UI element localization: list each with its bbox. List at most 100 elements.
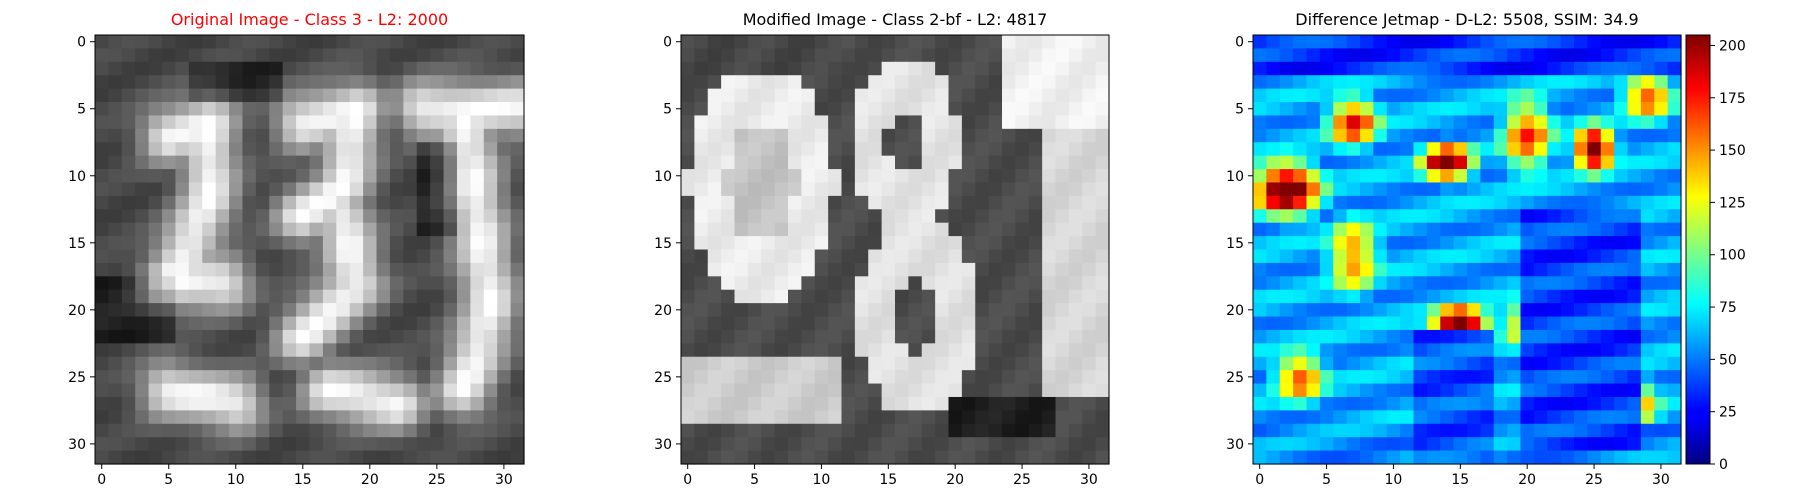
pixel-cell <box>202 236 217 251</box>
pixel-cell <box>961 450 976 465</box>
pixel-cell <box>881 48 896 63</box>
pixel-cell <box>801 356 816 371</box>
pixel-cell <box>322 102 337 117</box>
pixel-cell <box>1654 61 1669 76</box>
pixel-cell <box>1614 276 1629 291</box>
pixel-cell <box>162 236 177 251</box>
pixel-cell <box>908 437 923 452</box>
pixel-cell <box>935 102 950 117</box>
pixel-cell <box>761 195 776 210</box>
pixel-cell <box>788 356 802 371</box>
pixel-cell <box>1306 128 1321 143</box>
pixel-cell <box>1600 61 1615 76</box>
pixel-cell <box>1520 329 1535 344</box>
pixel-cell <box>416 155 431 170</box>
pixel-cell <box>1306 423 1321 438</box>
pixel-cell <box>296 262 311 277</box>
pixel-cell <box>336 303 351 318</box>
pixel-cell <box>202 209 217 224</box>
pixel-cell <box>841 423 856 438</box>
pixel-cell <box>721 222 736 237</box>
pixel-cell <box>681 61 695 76</box>
pixel-cell <box>895 155 909 170</box>
pixel-cell <box>895 182 909 197</box>
pixel-cell <box>1654 316 1669 331</box>
pixel-cell <box>1614 370 1629 385</box>
pixel-cell <box>1614 182 1629 197</box>
pixel-cell <box>1346 195 1361 210</box>
pixel-cell <box>1560 316 1575 331</box>
pixel-cell <box>229 182 244 197</box>
pixel-cell <box>707 329 722 344</box>
pixel-cell <box>694 289 709 304</box>
pixel-cell <box>895 222 909 237</box>
pixel-cell <box>1400 276 1415 291</box>
pixel-cell <box>1068 169 1083 184</box>
pixel-cell <box>470 450 485 465</box>
pixel-cell <box>108 370 123 385</box>
pixel-cell <box>1467 115 1481 130</box>
pixel-cell <box>801 195 816 210</box>
pixel-cell <box>148 182 163 197</box>
pixel-cell <box>456 128 471 143</box>
pixel-cell <box>242 75 257 90</box>
pixel-cell <box>694 383 709 398</box>
pixel-cell <box>1055 316 1070 331</box>
pixel-cell <box>1279 423 1294 438</box>
pixel-cell <box>376 35 391 50</box>
pixel-cell <box>255 236 270 251</box>
pixel-cell <box>761 303 776 318</box>
pixel-cell <box>215 48 230 63</box>
pixel-cell <box>774 316 789 331</box>
pixel-cell <box>1627 182 1642 197</box>
pixel-cell <box>470 155 485 170</box>
pixel-cell <box>707 383 722 398</box>
pixel-cell <box>349 61 364 76</box>
pixel-cell <box>1082 329 1097 344</box>
pixel-cell <box>510 450 525 465</box>
pixel-cell <box>363 48 378 63</box>
pixel-cell <box>948 303 963 318</box>
pixel-cell <box>483 316 498 331</box>
pixel-cell <box>1082 195 1097 210</box>
pixel-cell <box>935 222 950 237</box>
pixel-cell <box>1082 48 1097 63</box>
pixel-cell <box>1015 276 1030 291</box>
pixel-cell <box>1002 262 1016 277</box>
pixel-cell <box>881 61 896 76</box>
pixel-cell <box>734 437 749 452</box>
pixel-cell <box>1042 276 1057 291</box>
pixel-cell <box>1547 195 1562 210</box>
pixel-cell <box>1520 316 1535 331</box>
pixel-cell <box>801 35 816 50</box>
pixel-cell <box>1627 128 1642 143</box>
pixel-cell <box>255 209 270 224</box>
pixel-cell <box>734 209 749 224</box>
pixel-cell <box>1266 222 1281 237</box>
colorbar-tick-label: 50 <box>1719 352 1737 368</box>
pixel-cell <box>162 75 177 90</box>
pixel-cell <box>1253 450 1267 465</box>
pixel-cell <box>1306 88 1321 103</box>
pixel-cell <box>229 316 244 331</box>
pixel-cell <box>188 450 203 465</box>
pixel-cell <box>1055 236 1070 251</box>
pixel-cell <box>1467 437 1481 452</box>
pixel-cell <box>1426 423 1441 438</box>
pixel-cell <box>1507 356 1522 371</box>
pixel-cell <box>1547 61 1562 76</box>
pixel-cell <box>1520 209 1535 224</box>
pixel-cell <box>1266 182 1281 197</box>
pixel-cell <box>1426 437 1441 452</box>
pixel-cell <box>202 343 217 358</box>
pixel-cell <box>1627 102 1642 117</box>
pixel-cell <box>430 35 445 50</box>
pixel-cell <box>1055 329 1070 344</box>
pixel-cell <box>1015 262 1030 277</box>
pixel-cell <box>242 303 257 318</box>
pixel-cell <box>1480 329 1495 344</box>
pixel-cell <box>1520 370 1535 385</box>
pixel-cell <box>814 209 829 224</box>
pixel-cell <box>788 249 802 264</box>
pixel-cell <box>1426 370 1441 385</box>
